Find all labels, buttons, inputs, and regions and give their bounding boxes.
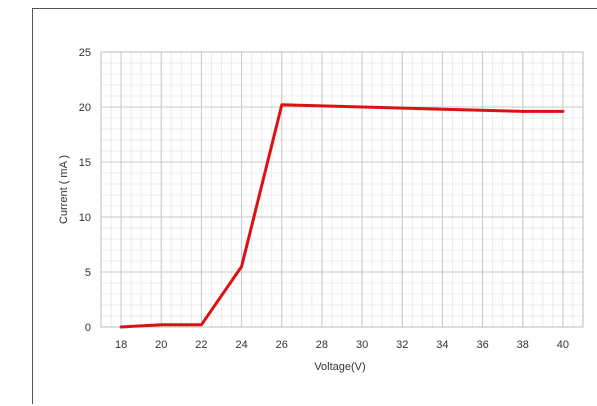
y-tick-label: 15 — [79, 157, 91, 169]
x-tick-label: 30 — [356, 339, 368, 351]
x-tick-label: 34 — [436, 339, 448, 351]
y-tick-labels: 0 5 10 15 20 25 — [79, 47, 91, 334]
x-tick-label: 18 — [115, 339, 127, 351]
x-tick-label: 20 — [155, 339, 167, 351]
series-line — [119, 103, 565, 329]
x-tick-label: 38 — [517, 339, 529, 351]
minor-grid — [100, 51, 584, 328]
y-axis-title: Current ( mA ) — [58, 155, 70, 224]
plot-area-border — [100, 51, 584, 328]
x-tick-label: 28 — [316, 339, 328, 351]
plot-border — [100, 51, 584, 328]
x-axis-title: Voltage(V) — [314, 361, 365, 373]
x-tick-label: 40 — [557, 339, 569, 351]
y-tick-label: 5 — [85, 267, 91, 279]
x-tick-label: 26 — [276, 339, 288, 351]
series-lines — [119, 103, 565, 329]
x-tick-label: 22 — [195, 339, 207, 351]
y-tick-label: 25 — [79, 47, 91, 59]
y-tick-label: 0 — [85, 322, 91, 334]
chart-frame — [32, 8, 597, 404]
x-tick-label: 36 — [476, 339, 488, 351]
y-tick-label: 10 — [79, 212, 91, 224]
x-tick-labels: 18 20 22 24 26 28 30 32 34 36 38 40 — [115, 339, 569, 351]
x-tick-label: 32 — [396, 339, 408, 351]
y-tick-label: 20 — [79, 102, 91, 114]
x-tick-label: 24 — [235, 339, 247, 351]
